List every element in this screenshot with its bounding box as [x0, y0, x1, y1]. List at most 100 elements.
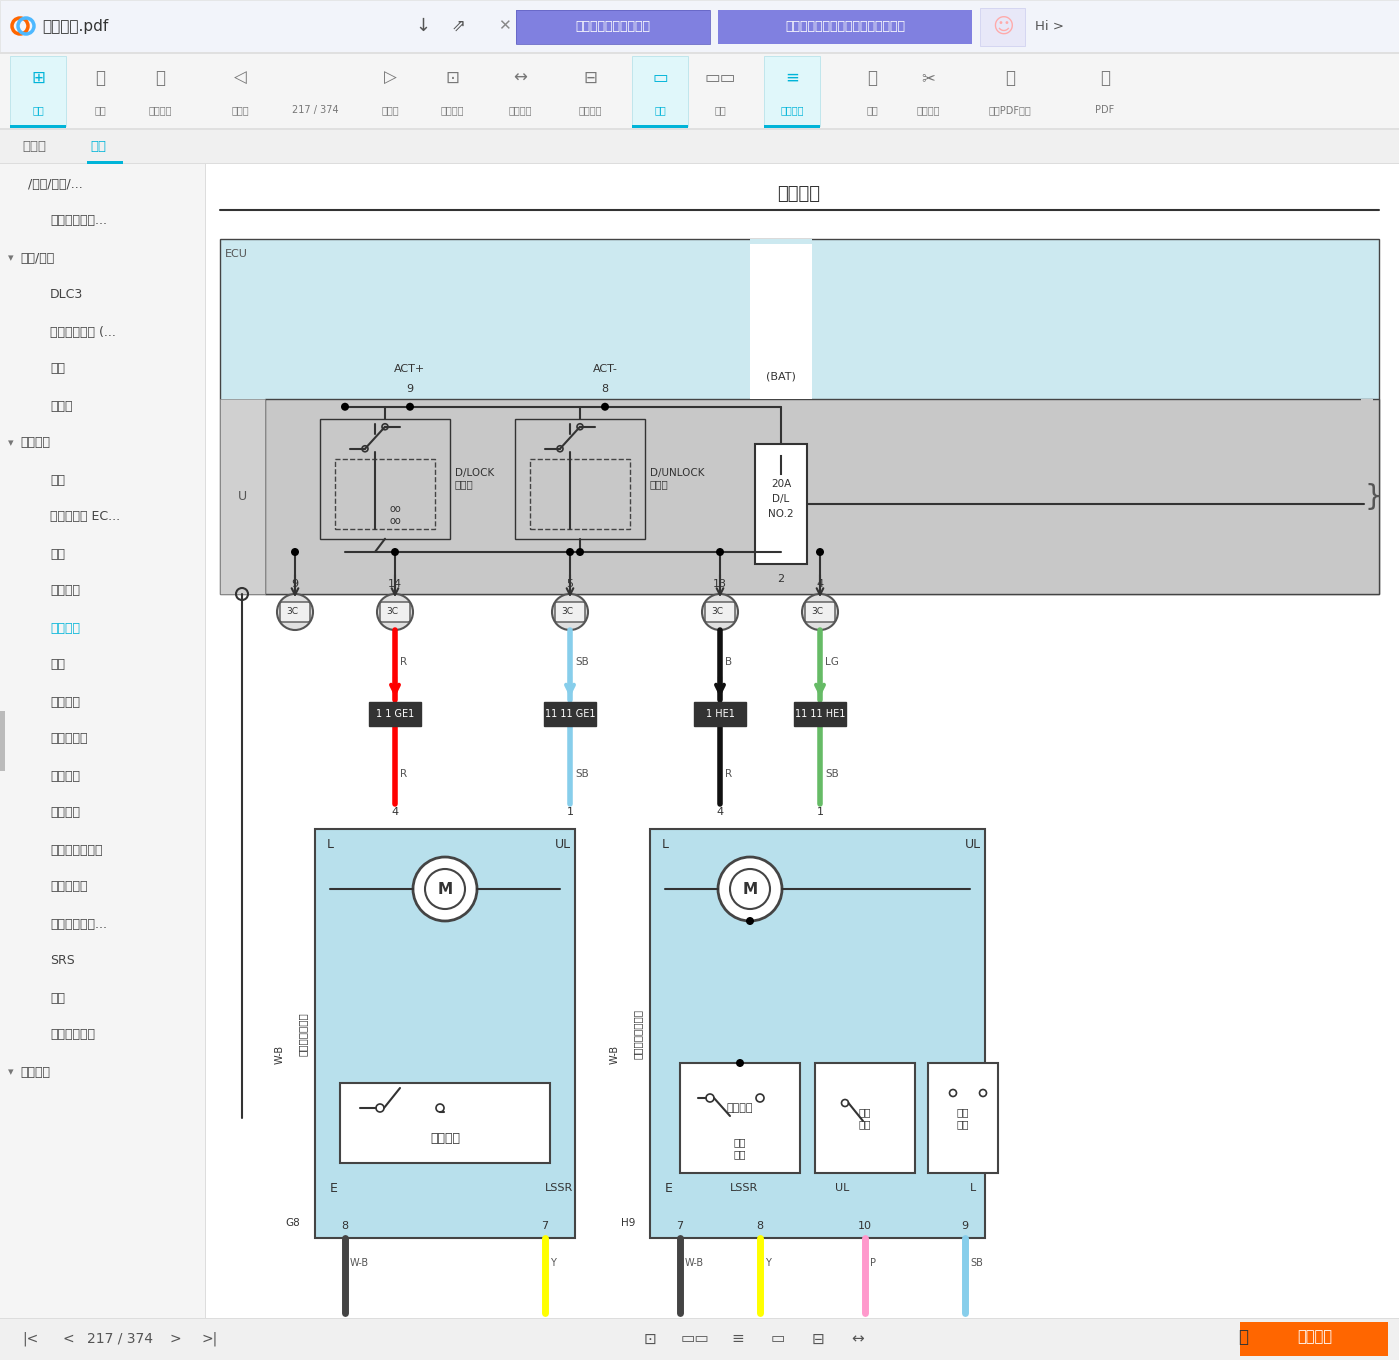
- Bar: [0, 52, 1399, 131]
- Text: 8: 8: [757, 1221, 764, 1231]
- Text: SB: SB: [575, 657, 589, 666]
- Text: >|: >|: [201, 1331, 218, 1346]
- Text: 217 / 374: 217 / 374: [291, 105, 339, 116]
- Text: W-B: W-B: [350, 1258, 369, 1268]
- Text: E: E: [330, 1182, 339, 1194]
- Text: ACT+: ACT+: [395, 363, 425, 374]
- Text: 1: 1: [817, 806, 824, 817]
- Text: UL: UL: [555, 838, 571, 850]
- Text: 电源: 电源: [50, 363, 64, 375]
- Bar: [764, 56, 820, 126]
- Text: Hi >: Hi >: [1035, 19, 1065, 33]
- Text: ▷: ▷: [383, 69, 396, 87]
- Text: 3C: 3C: [561, 607, 574, 616]
- Text: M: M: [438, 881, 452, 896]
- Text: 上锁
控止: 上锁 控止: [957, 1107, 970, 1129]
- Text: 时钟: 时钟: [50, 548, 64, 560]
- Text: 7: 7: [677, 1221, 684, 1231]
- Circle shape: [736, 1059, 744, 1068]
- Bar: [10, 125, 66, 128]
- Bar: [264, 398, 1379, 594]
- Text: ≡: ≡: [785, 69, 799, 87]
- Text: W-B: W-B: [686, 1258, 704, 1268]
- Text: P: P: [870, 1258, 876, 1268]
- Text: ⊡: ⊡: [644, 1331, 656, 1346]
- Text: ☺: ☺: [992, 18, 1014, 37]
- Bar: [369, 702, 421, 726]
- Text: 锁止
检测: 锁止 检测: [859, 1107, 872, 1129]
- Text: 连续阅读: 连续阅读: [781, 105, 804, 116]
- Text: (BAT): (BAT): [767, 371, 796, 382]
- Text: 电源/网络: 电源/网络: [20, 252, 55, 264]
- Text: 9: 9: [291, 579, 298, 589]
- Text: 1 1 GE1: 1 1 GE1: [376, 709, 414, 719]
- Text: H9: H9: [621, 1219, 635, 1228]
- Text: 适合宽度: 适合宽度: [508, 105, 532, 116]
- Text: 11 11 HE1: 11 11 HE1: [795, 709, 845, 719]
- Text: 智能上车和起...: 智能上车和起...: [50, 918, 106, 930]
- Text: 缩略图: 缩略图: [22, 140, 46, 154]
- Circle shape: [376, 594, 413, 630]
- Text: |<: |<: [22, 1331, 38, 1346]
- Text: ↔: ↔: [513, 69, 527, 87]
- Text: 📄: 📄: [1004, 69, 1016, 87]
- Circle shape: [702, 594, 739, 630]
- Text: SB: SB: [970, 1258, 983, 1268]
- Text: 解锁
检测: 解锁 检测: [733, 1137, 746, 1159]
- Text: Y: Y: [765, 1258, 771, 1268]
- Text: 遥控门锁控制: 遥控门锁控制: [50, 1028, 95, 1042]
- Text: ▾: ▾: [8, 438, 14, 447]
- Text: M: M: [743, 881, 758, 896]
- Text: 打印: 打印: [94, 105, 106, 116]
- Text: D/UNLOCK
继电器: D/UNLOCK 继电器: [651, 468, 705, 490]
- Text: ▭▭: ▭▭: [704, 69, 736, 87]
- Text: 影印PDF识别: 影印PDF识别: [989, 105, 1031, 116]
- Bar: [632, 125, 688, 128]
- Text: ◁: ◁: [234, 69, 246, 87]
- Text: 适合页面: 适合页面: [578, 105, 602, 116]
- Text: ⊟: ⊟: [811, 1331, 824, 1346]
- Text: 9: 9: [407, 384, 414, 394]
- Text: R: R: [400, 768, 407, 779]
- Text: 7: 7: [541, 1221, 548, 1231]
- Circle shape: [413, 857, 477, 921]
- Text: UL: UL: [965, 838, 981, 850]
- Text: UL: UL: [835, 1183, 849, 1193]
- Text: 门锁控制: 门锁控制: [50, 622, 80, 635]
- Text: 座椅安全带警告: 座椅安全带警告: [50, 843, 102, 857]
- Bar: [0, 1318, 1399, 1360]
- Text: D/L: D/L: [772, 494, 789, 505]
- Bar: [1361, 398, 1372, 574]
- Bar: [515, 419, 645, 539]
- Text: 前乘客门门锁总成: 前乘客门门锁总成: [632, 1009, 644, 1059]
- Text: 照明: 照明: [50, 658, 64, 672]
- Text: 查找: 查找: [866, 105, 879, 116]
- Text: B: B: [725, 657, 732, 666]
- Text: 自动防眩目 EC...: 自动防眩目 EC...: [50, 510, 120, 524]
- Bar: [10, 56, 66, 126]
- Text: oo: oo: [389, 515, 402, 526]
- Text: ACT-: ACT-: [593, 363, 617, 374]
- Bar: [516, 10, 711, 44]
- Circle shape: [746, 917, 754, 925]
- Text: 电动座椅: 电动座椅: [50, 806, 80, 820]
- Text: }: }: [1364, 483, 1382, 511]
- Text: ↔: ↔: [852, 1331, 865, 1346]
- Text: L: L: [662, 838, 669, 850]
- FancyBboxPatch shape: [555, 602, 585, 622]
- Text: 多路通信系统 (...: 多路通信系统 (...: [50, 325, 116, 339]
- Text: 单页: 单页: [655, 105, 666, 116]
- Bar: [0, 711, 6, 771]
- Text: U: U: [238, 491, 246, 503]
- Text: 帮我打开文字提取工具: 帮我打开文字提取工具: [575, 20, 651, 34]
- Text: ECU: ECU: [225, 249, 248, 258]
- Text: 车辆外饰: 车辆外饰: [20, 1065, 50, 1078]
- Text: 4: 4: [817, 579, 824, 589]
- Circle shape: [341, 403, 348, 411]
- Text: oo: oo: [389, 503, 402, 514]
- Bar: [0, 0, 1399, 52]
- Bar: [340, 1083, 550, 1163]
- Text: 🔧: 🔧: [1238, 1327, 1248, 1346]
- Text: 系统电路.pdf: 系统电路.pdf: [42, 19, 108, 34]
- Text: 3C: 3C: [285, 607, 298, 616]
